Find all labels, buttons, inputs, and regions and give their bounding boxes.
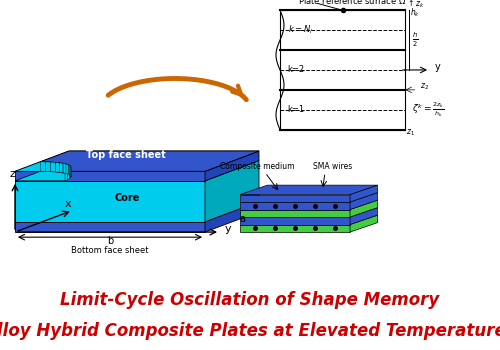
Polygon shape (205, 161, 259, 222)
Polygon shape (240, 202, 350, 210)
Text: k=1: k=1 (288, 105, 304, 114)
Text: $\zeta^k = \frac{2z_k}{h_k}$: $\zeta^k = \frac{2z_k}{h_k}$ (412, 100, 445, 119)
Text: z: z (10, 169, 16, 180)
Text: Top face sheet: Top face sheet (86, 150, 166, 160)
Polygon shape (350, 193, 378, 210)
Polygon shape (56, 162, 60, 172)
Polygon shape (15, 181, 205, 222)
Text: $k=N_l$: $k=N_l$ (288, 24, 312, 36)
Text: $z_1$: $z_1$ (406, 128, 416, 138)
Polygon shape (240, 225, 350, 232)
Polygon shape (68, 164, 70, 175)
Polygon shape (240, 185, 378, 195)
Polygon shape (15, 171, 205, 181)
Text: Limit-Cycle Oscillation of Shape Memory: Limit-Cycle Oscillation of Shape Memory (60, 291, 440, 309)
Text: x: x (64, 199, 71, 209)
Polygon shape (40, 162, 46, 172)
Polygon shape (350, 215, 378, 232)
Polygon shape (63, 163, 66, 174)
Text: $h_k$: $h_k$ (410, 6, 420, 19)
Bar (280, 10, 405, 130)
Polygon shape (15, 222, 205, 232)
Polygon shape (50, 162, 56, 172)
Text: Core: Core (115, 193, 140, 203)
Polygon shape (350, 208, 378, 225)
Text: $z_2$: $z_2$ (420, 81, 429, 92)
Text: SMA wires: SMA wires (313, 162, 352, 171)
Polygon shape (15, 172, 71, 181)
Text: Composite medium: Composite medium (220, 162, 295, 171)
Text: Bottom face sheet: Bottom face sheet (71, 246, 149, 254)
Polygon shape (205, 151, 259, 181)
Polygon shape (60, 163, 63, 173)
Text: Alloy Hybrid Composite Plates at Elevated Temperatures: Alloy Hybrid Composite Plates at Elevate… (0, 322, 500, 340)
Polygon shape (15, 162, 71, 171)
Text: Plate reference surface $\Omega$: Plate reference surface $\Omega$ (298, 0, 406, 6)
Text: k=2: k=2 (288, 65, 304, 75)
Polygon shape (350, 200, 378, 217)
Text: $\frac{h}{2}$: $\frac{h}{2}$ (412, 31, 419, 49)
Polygon shape (15, 151, 259, 171)
Polygon shape (68, 169, 70, 180)
Text: a: a (240, 214, 246, 224)
Polygon shape (66, 164, 68, 174)
Text: $\uparrow z_k$: $\uparrow z_k$ (406, 0, 425, 10)
Polygon shape (65, 170, 68, 181)
Text: y: y (224, 224, 231, 234)
Text: b: b (107, 236, 113, 246)
Polygon shape (240, 195, 350, 202)
Polygon shape (350, 185, 378, 202)
Polygon shape (240, 217, 350, 225)
Polygon shape (46, 162, 51, 172)
Text: y: y (434, 62, 440, 72)
Polygon shape (40, 151, 259, 171)
Polygon shape (240, 210, 350, 217)
Polygon shape (205, 202, 259, 232)
